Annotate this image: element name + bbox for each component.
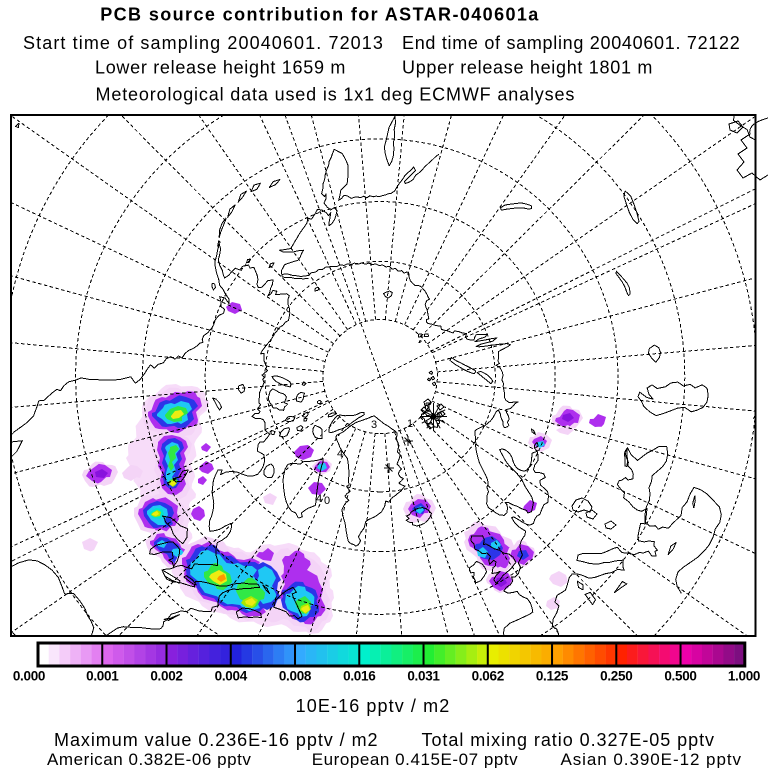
- svg-text:End time of sampling 20040601.: End time of sampling 20040601. 72122: [402, 33, 740, 53]
- svg-text:0.031: 0.031: [407, 669, 440, 684]
- svg-text:0.004: 0.004: [215, 669, 248, 684]
- svg-text:1: 1: [407, 418, 413, 430]
- svg-text:PCB source contribution for AS: PCB source contribution for ASTAR-040601…: [100, 5, 539, 25]
- svg-text:4: 4: [316, 493, 322, 505]
- svg-text:0.000: 0.000: [13, 669, 45, 684]
- svg-text:Maximum value 0.236E-16 pptv: Maximum value 0.236E-16 pptv / m2: [54, 730, 378, 750]
- svg-text:3: 3: [371, 419, 377, 431]
- svg-text:10E-16 pptv / m2: 10E-16 pptv / m2: [296, 696, 451, 716]
- svg-text:European 0.415E-07 pptv: European 0.415E-07 pptv: [312, 750, 518, 768]
- svg-text:1.000: 1.000: [728, 669, 760, 684]
- svg-text:0: 0: [324, 495, 330, 507]
- svg-text:0.500: 0.500: [664, 669, 696, 684]
- svg-text:Start time of sampling 2004060: Start time of sampling 20040601. 72013: [23, 33, 384, 53]
- svg-text:Total mixing ratio 0.327E-05: Total mixing ratio 0.327E-05 pptv: [422, 730, 716, 750]
- svg-text:0.001: 0.001: [86, 669, 119, 684]
- svg-text:4: 4: [337, 448, 343, 460]
- svg-text:Lower release height 1659 m: Lower release height 1659 m: [95, 58, 346, 78]
- svg-text:0.250: 0.250: [600, 669, 632, 684]
- svg-text:0.062: 0.062: [472, 669, 504, 684]
- svg-text:0.002: 0.002: [150, 669, 182, 684]
- svg-text:0.125: 0.125: [536, 669, 569, 684]
- svg-text:0.008: 0.008: [279, 669, 312, 684]
- svg-text:0.016: 0.016: [343, 669, 376, 684]
- svg-text:Asian 0.390E-12 pptv: Asian 0.390E-12 pptv: [560, 750, 742, 768]
- svg-text:Meteorological data used is 1x: Meteorological data used is 1x1 deg ECMW…: [96, 84, 576, 104]
- svg-text:Upper release height 1801 m: Upper release height 1801 m: [402, 58, 653, 78]
- svg-text:American 0.382E-06 pptv: American 0.382E-06 pptv: [47, 750, 251, 768]
